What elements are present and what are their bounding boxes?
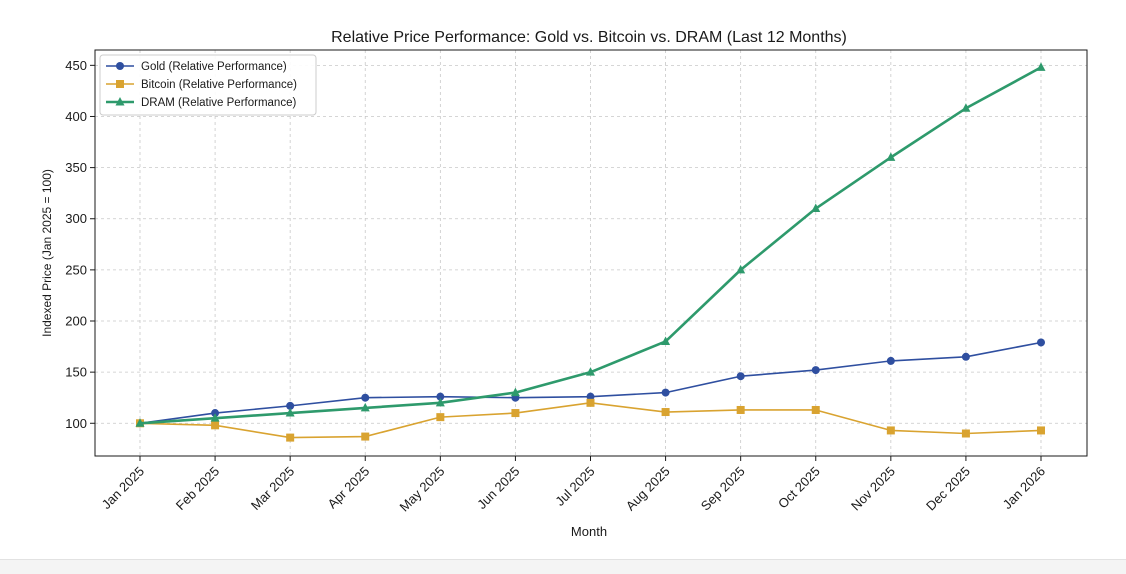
x-axis: Jan 2025 Feb 2025 Mar 2025 Apr 2025 May 2025…: [99, 456, 1048, 514]
data-point-bitcoin: [361, 432, 370, 441]
y-axis-label: Indexed Price (Jan 2025 = 100): [40, 169, 54, 337]
x-tick-label: Feb 2025: [173, 464, 222, 513]
x-tick-label: Sep 2025: [698, 464, 748, 514]
y-tick-label: 250: [65, 262, 87, 277]
chart: Relative Price Performance: Gold vs. Bit…: [40, 29, 1088, 539]
data-point-gold: [661, 388, 670, 397]
legend-item-bitcoin: Bitcoin (Relative Performance): [106, 79, 297, 91]
data-point-gold: [1037, 338, 1045, 347]
data-point-dram: [961, 103, 971, 112]
data-point-bitcoin: [736, 405, 745, 414]
x-tick-label: Jan 2025: [99, 464, 147, 512]
data-point-dram: [510, 387, 520, 397]
x-tick-label: Apr 2025: [324, 464, 372, 512]
data-point-dram: [210, 413, 220, 422]
x-axis-label: Month: [571, 524, 607, 539]
data-point-bitcoin: [586, 398, 595, 407]
y-tick-label: 200: [65, 314, 87, 329]
data-point-bitcoin: [286, 433, 295, 442]
data-point-dram: [360, 402, 370, 412]
data-point-dram: [586, 367, 595, 376]
x-tick-label: Jul 2025: [552, 464, 597, 509]
data-point-dram: [285, 408, 295, 417]
series-layer: [135, 62, 1046, 442]
chart-title: Relative Price Performance: Gold vs. Bit…: [331, 29, 847, 46]
data-point-bitcoin: [886, 426, 895, 435]
data-point-gold: [211, 409, 220, 418]
y-tick-label: 450: [65, 58, 87, 73]
x-tick-label: Mar 2025: [248, 464, 297, 513]
data-point-dram: [435, 397, 445, 407]
data-point-gold: [586, 392, 595, 401]
data-point-bitcoin: [661, 408, 670, 417]
grid: [95, 50, 1087, 456]
x-tick-label: Aug 2025: [623, 464, 673, 514]
legend-item-gold: Gold (Relative Performance): [106, 61, 287, 73]
y-tick-label: 350: [65, 160, 87, 175]
series-bitcoin: [136, 398, 1045, 442]
y-tick-label: 400: [65, 109, 87, 124]
legend: Gold (Relative Performance) Bitcoin (Rela…: [99, 54, 317, 116]
x-tick-label: Jan 2026: [1000, 464, 1048, 512]
data-point-dram: [1036, 62, 1046, 71]
legend-box: [99, 54, 317, 116]
legend-label: Bitcoin (Relative Performance): [141, 79, 297, 91]
legend-item-dram: DRAM (Relative Performance): [106, 97, 296, 109]
data-point-gold: [361, 393, 370, 402]
data-point-dram: [135, 418, 145, 427]
data-point-gold: [286, 401, 295, 410]
y-axis: 100 150 200 250 300 350 400 450: [65, 58, 95, 431]
data-point-gold: [436, 392, 445, 401]
data-point-gold: [961, 352, 970, 361]
data-point-bitcoin: [811, 405, 820, 414]
x-tick-label: Jun 2025: [474, 464, 522, 512]
legend-marker: [116, 62, 124, 70]
data-point-dram: [886, 152, 896, 161]
legend-label: Gold (Relative Performance): [141, 61, 287, 73]
data-point-gold: [811, 366, 820, 375]
x-tick-label: Dec 2025: [923, 464, 973, 514]
y-tick-label: 150: [65, 365, 87, 380]
y-tick-label: 300: [65, 211, 87, 226]
data-point-bitcoin: [1037, 426, 1045, 435]
bottom-strip: [0, 559, 1126, 574]
data-point-bitcoin: [511, 409, 520, 418]
data-point-bitcoin: [436, 413, 445, 422]
data-point-dram: [736, 264, 746, 274]
data-point-dram: [811, 203, 821, 213]
series-dram: [135, 62, 1046, 427]
data-point-gold: [886, 356, 895, 365]
data-point-bitcoin: [211, 421, 220, 430]
y-tick-label: 100: [65, 416, 87, 431]
legend-marker: [115, 97, 125, 106]
x-tick-label: Nov 2025: [848, 464, 898, 514]
data-point-bitcoin: [961, 429, 970, 438]
x-tick-label: Oct 2025: [775, 464, 823, 512]
x-tick-label: May 2025: [396, 464, 447, 515]
data-point-gold: [736, 372, 745, 381]
legend-label: DRAM (Relative Performance): [141, 97, 296, 109]
legend-marker: [116, 80, 124, 88]
data-point-dram: [661, 336, 671, 345]
